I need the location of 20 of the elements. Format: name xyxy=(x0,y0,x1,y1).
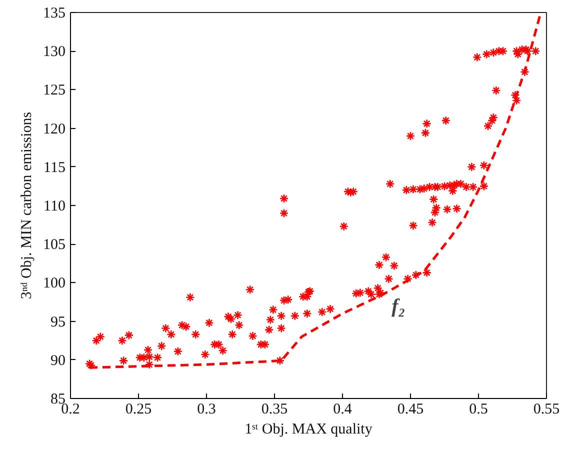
y-tick-label: 135 xyxy=(43,6,66,22)
y-tick-label: 110 xyxy=(44,198,66,214)
x-tick-label: 0.5 xyxy=(469,402,488,418)
annotation: f₂ xyxy=(392,296,406,318)
x-tick-label: 0.35 xyxy=(261,402,288,418)
x-axis-title: 1ˢᵗ Obj. MAX quality xyxy=(244,422,373,438)
y-tick-label: 130 xyxy=(43,44,66,60)
x-tick-label: 0.3 xyxy=(197,402,216,418)
y-axis-title: 3ⁿᵈ Obj. MIN carbon emissions xyxy=(19,112,35,300)
y-tick-label: 120 xyxy=(43,121,66,138)
y-tick-label: 100 xyxy=(43,276,66,292)
y-tick-label: 125 xyxy=(43,82,66,99)
y-tick-label: 115 xyxy=(44,160,66,176)
y-tick-label: 90 xyxy=(50,352,66,369)
x-tick-label: 0.4 xyxy=(333,402,352,418)
x-tick-label: 0.25 xyxy=(125,402,152,418)
x-tick-label: 0.55 xyxy=(533,402,560,418)
y-tick-label: 105 xyxy=(43,237,66,254)
y-tick-label: 95 xyxy=(50,314,66,330)
x-tick-label: 0.45 xyxy=(397,402,424,418)
